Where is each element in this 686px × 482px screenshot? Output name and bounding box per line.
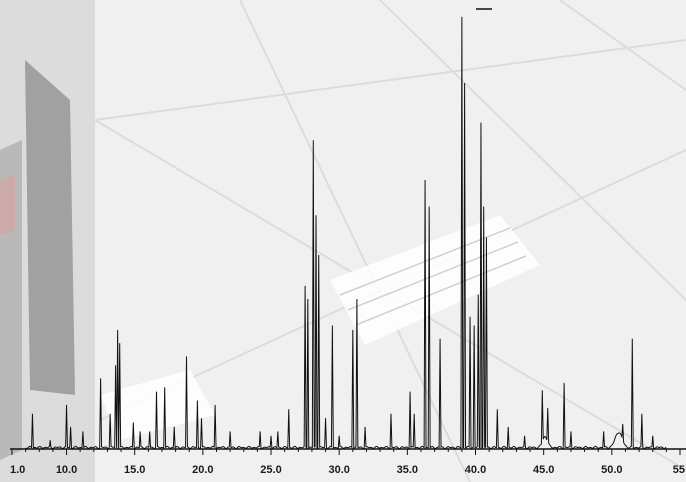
x-axis-tick-labels: 1.0 10.0 15.0 20.0 25.0 30.0 35.0 40.0 45.0 50.0 5… [10,464,685,476]
x-tick-label: 30.0 [328,464,349,476]
x-tick-label: 10.0 [56,464,77,476]
x-tick-label: 40.0 [465,464,486,476]
x-tick-label: 20.0 [192,464,213,476]
chromatogram-trace [25,16,667,450]
x-tick-label: 15.0 [124,464,145,476]
x-tick-label: 55 [673,464,685,476]
x-tick-label: 25.0 [260,464,281,476]
x-tick-label: 50.0 [601,464,622,476]
x-axis-ticks [11,449,681,455]
x-tick-label: 45.0 [533,464,554,476]
x-tick-label: 35.0 [397,464,418,476]
x-tick-label: 1.0 [10,464,25,476]
